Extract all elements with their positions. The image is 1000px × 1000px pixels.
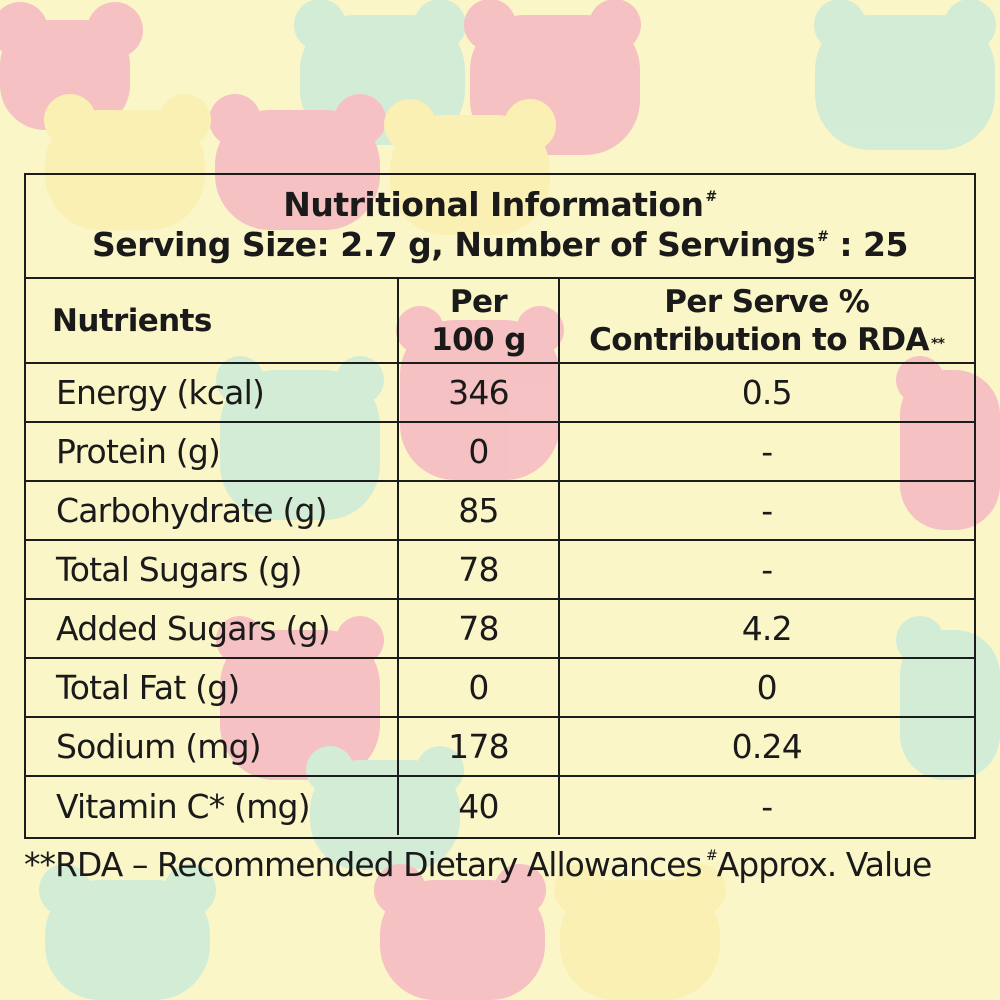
- rda-value: -: [557, 775, 974, 835]
- serving-text: Serving Size: 2.7 g, Number of Servings: [92, 225, 816, 264]
- header-per-100g-line2: 100 g: [431, 321, 526, 358]
- serving-mark: #: [817, 229, 829, 245]
- table-row: Carbohydrate (g) 85-: [26, 480, 974, 541]
- nutrient-name: Protein (g): [26, 421, 400, 482]
- rda-value: 0.5: [557, 362, 974, 423]
- header-per-100g: Per 100 g: [397, 277, 560, 364]
- header-rda-line2: Contribution to RDA: [589, 321, 929, 358]
- per-100g-value: 85: [397, 480, 560, 541]
- rda-value: 0: [557, 657, 974, 718]
- per-100g-value: 78: [397, 598, 560, 659]
- rda-value: -: [557, 480, 974, 541]
- footnote-approx-mark: #: [706, 848, 718, 864]
- header-rda-mark: **: [930, 335, 945, 352]
- header-nutrients: Nutrients: [26, 277, 400, 364]
- nutrient-name: Added Sugars (g): [26, 598, 400, 659]
- footnote: **RDA – Recommended Dietary Allowances #…: [24, 845, 984, 893]
- per-100g-value: 346: [397, 362, 560, 423]
- nutrient-name: Total Fat (g): [26, 657, 400, 718]
- per-100g-value: 0: [397, 421, 560, 482]
- serving-count: : 25: [828, 225, 908, 264]
- per-100g-value: 78: [397, 539, 560, 600]
- per-100g-value: 0: [397, 657, 560, 718]
- header-rda-line1: Per Serve %: [664, 283, 870, 320]
- nutrition-facts-panel: Nutritional Information # Serving Size: 2…: [24, 173, 976, 839]
- serving-size-line: Serving Size: 2.7 g, Number of Servings #…: [26, 225, 974, 264]
- nutrient-name: Carbohydrate (g): [26, 480, 400, 541]
- per-100g-value: 40: [397, 775, 560, 835]
- footnote-rda: **RDA – Recommended Dietary Allowances: [24, 845, 703, 884]
- per-100g-value: 178: [397, 716, 560, 777]
- rda-value: -: [557, 539, 974, 600]
- nutrient-name: Vitamin C* (mg): [26, 775, 400, 835]
- rda-value: 0.24: [557, 716, 974, 777]
- nutrition-table: Nutrients Per 100 g Per Serve % Contributi…: [26, 277, 974, 835]
- table-row: Total Sugars (g) 78-: [26, 539, 974, 600]
- table-header-row: Nutrients Per 100 g Per Serve % Contributi…: [26, 277, 974, 364]
- table-row: Protein (g) 0-: [26, 421, 974, 482]
- header-rda: Per Serve % Contribution to RDA **: [557, 277, 974, 364]
- title-text: Nutritional Information: [283, 185, 704, 224]
- table-row: Sodium (mg) 178 0.24: [26, 716, 974, 777]
- title-mark: #: [705, 189, 718, 205]
- panel-title: Nutritional Information #: [26, 185, 974, 224]
- table-row: Added Sugars (g) 78 4.2: [26, 598, 974, 659]
- header-per-100g-line1: Per: [449, 283, 508, 320]
- table-row: Energy (kcal) 346 0.5: [26, 362, 974, 423]
- nutrient-name: Sodium (mg): [26, 716, 400, 777]
- rda-value: 4.2: [557, 598, 974, 659]
- footnote-approx-text: Approx. Value: [716, 845, 933, 884]
- title-block: Nutritional Information # Serving Size: 2…: [26, 175, 974, 277]
- table-row: Vitamin C* (mg) 40-: [26, 775, 974, 835]
- footnote-approx: #Approx. Value: [704, 845, 933, 884]
- nutrient-name: Energy (kcal): [26, 362, 400, 423]
- rda-value: -: [557, 421, 974, 482]
- table-row: Total Fat (g) 0 0: [26, 657, 974, 718]
- nutrient-name: Total Sugars (g): [26, 539, 400, 600]
